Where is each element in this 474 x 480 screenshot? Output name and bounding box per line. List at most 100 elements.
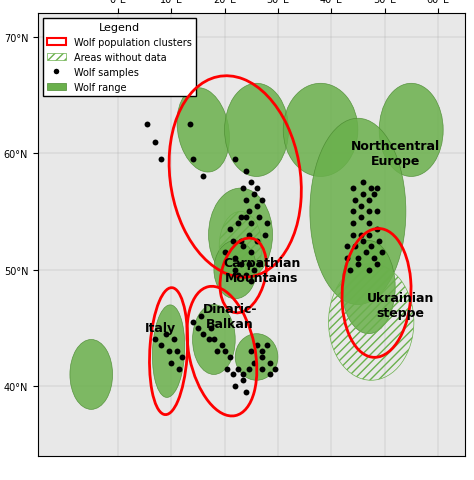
Point bbox=[231, 383, 239, 390]
Point bbox=[157, 156, 164, 164]
Point bbox=[170, 336, 178, 344]
Point bbox=[213, 348, 220, 355]
Point bbox=[253, 185, 260, 192]
Ellipse shape bbox=[214, 241, 256, 299]
Point bbox=[245, 231, 252, 239]
Point bbox=[378, 249, 386, 256]
Ellipse shape bbox=[192, 305, 235, 375]
Point bbox=[367, 243, 375, 251]
Point bbox=[373, 226, 380, 233]
Point bbox=[365, 231, 372, 239]
Point bbox=[247, 348, 255, 355]
Point bbox=[242, 214, 250, 222]
Point bbox=[266, 371, 273, 379]
Point bbox=[178, 353, 186, 361]
Point bbox=[351, 196, 359, 204]
Point bbox=[272, 365, 279, 372]
Point bbox=[365, 208, 372, 216]
Point bbox=[223, 365, 231, 372]
Point bbox=[239, 185, 247, 192]
Ellipse shape bbox=[225, 84, 289, 177]
Point bbox=[365, 220, 372, 228]
Point bbox=[165, 348, 173, 355]
Point bbox=[229, 371, 237, 379]
Point bbox=[261, 231, 268, 239]
Point bbox=[245, 365, 252, 372]
Point bbox=[343, 243, 351, 251]
Point bbox=[194, 324, 201, 332]
Ellipse shape bbox=[152, 305, 185, 397]
Point bbox=[237, 261, 245, 268]
Point bbox=[258, 353, 265, 361]
Point bbox=[253, 342, 260, 349]
Point bbox=[357, 202, 365, 210]
Point bbox=[266, 359, 273, 367]
Point bbox=[242, 196, 250, 204]
Text: Northcentral
Europe: Northcentral Europe bbox=[351, 140, 440, 168]
Point bbox=[175, 365, 183, 372]
Point bbox=[365, 196, 372, 204]
Point bbox=[247, 220, 255, 228]
Point bbox=[237, 214, 245, 222]
Point bbox=[234, 272, 242, 280]
Point bbox=[186, 121, 194, 129]
Point bbox=[373, 185, 380, 192]
Point bbox=[362, 249, 370, 256]
Point bbox=[239, 371, 247, 379]
Point bbox=[157, 342, 164, 349]
Point bbox=[218, 342, 226, 349]
Point bbox=[221, 249, 228, 256]
Point bbox=[349, 231, 356, 239]
Point bbox=[210, 336, 218, 344]
Point bbox=[242, 272, 250, 280]
Point bbox=[200, 330, 207, 338]
FancyBboxPatch shape bbox=[36, 11, 466, 459]
Text: Dinaric-
Balkan: Dinaric- Balkan bbox=[203, 302, 257, 331]
Point bbox=[357, 231, 365, 239]
Point bbox=[162, 330, 170, 338]
Point bbox=[258, 196, 265, 204]
Point bbox=[221, 348, 228, 355]
Point bbox=[231, 156, 239, 164]
Point bbox=[239, 377, 247, 384]
Point bbox=[375, 237, 383, 245]
Point bbox=[234, 220, 242, 228]
Ellipse shape bbox=[70, 340, 113, 409]
Point bbox=[357, 214, 365, 222]
Point bbox=[234, 365, 242, 372]
Ellipse shape bbox=[379, 84, 443, 177]
Point bbox=[370, 254, 378, 262]
Point bbox=[200, 173, 207, 181]
Point bbox=[264, 220, 271, 228]
Point bbox=[231, 266, 239, 274]
Point bbox=[245, 208, 252, 216]
Text: Italy: Italy bbox=[145, 322, 176, 335]
Point bbox=[152, 138, 159, 146]
Point bbox=[152, 336, 159, 344]
Point bbox=[205, 336, 212, 344]
Point bbox=[247, 278, 255, 286]
Point bbox=[349, 185, 356, 192]
Point bbox=[189, 156, 196, 164]
Point bbox=[359, 179, 367, 187]
Point bbox=[365, 266, 372, 274]
Point bbox=[247, 249, 255, 256]
Point bbox=[253, 237, 260, 245]
Point bbox=[229, 237, 237, 245]
Point bbox=[173, 348, 180, 355]
Ellipse shape bbox=[310, 119, 406, 305]
Ellipse shape bbox=[342, 241, 395, 334]
Text: Carpathian
Mountains: Carpathian Mountains bbox=[223, 256, 301, 284]
Point bbox=[359, 237, 367, 245]
Point bbox=[226, 226, 234, 233]
Point bbox=[231, 254, 239, 262]
Point bbox=[264, 342, 271, 349]
Legend: Wolf population clusters, Areas without data, Wolf samples, Wolf range: Wolf population clusters, Areas without … bbox=[43, 19, 196, 96]
Point bbox=[242, 168, 250, 175]
Point bbox=[144, 121, 151, 129]
Point bbox=[373, 261, 380, 268]
Point bbox=[255, 261, 263, 268]
Point bbox=[245, 261, 252, 268]
Point bbox=[237, 237, 245, 245]
Point bbox=[242, 388, 250, 396]
